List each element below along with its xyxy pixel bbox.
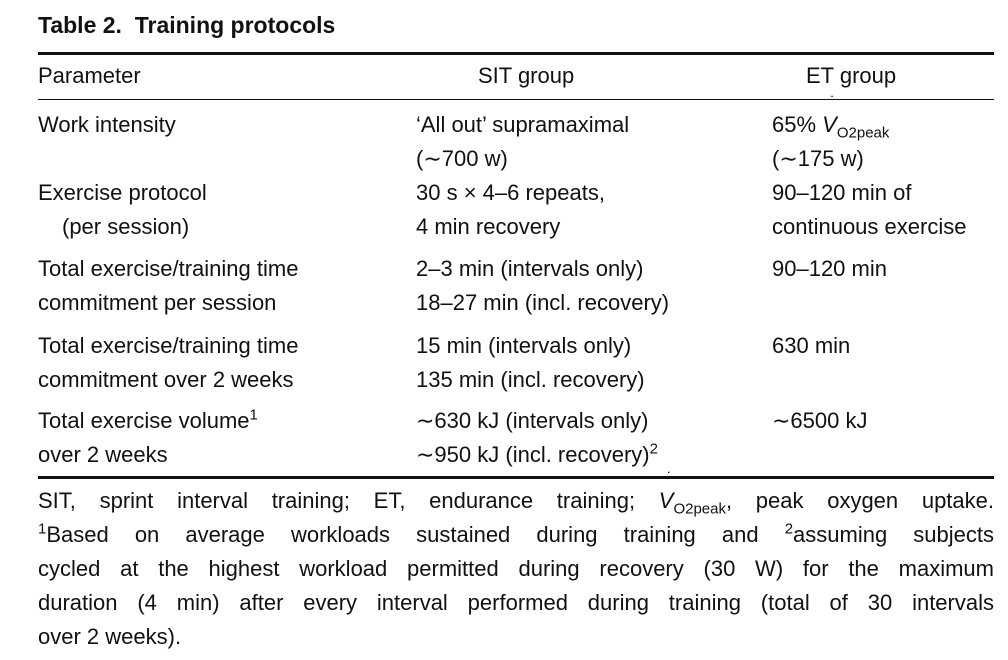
row-volume-et: ∼6500 kJ xyxy=(772,408,868,433)
row-work-intensity-sit: ‘All out’ supramaximal (∼700 w) xyxy=(416,112,630,171)
row-work-intensity-et: 65% V ˙ O2peak (∼175 w) xyxy=(772,94,890,172)
header-et-group: ET group xyxy=(806,63,897,88)
row-time-per-session-param: Total exercise/training time commitment … xyxy=(38,256,299,315)
header-rule xyxy=(38,99,994,101)
vo2-dot: ˙ xyxy=(830,94,836,111)
table-footnote: SIT, sprint interval training; ET, endur… xyxy=(38,470,995,650)
footnote-ref-2: 2 xyxy=(649,440,658,458)
table-figure: Table 2. Training protocols Parameter SI… xyxy=(38,0,994,660)
row-time-per-session-et: 90–120 min xyxy=(772,256,887,281)
vo2-dot: ˙ xyxy=(666,470,673,487)
vo2-symbol: V xyxy=(822,112,837,137)
row-time-2-weeks-param: Total exercise/training time commitment … xyxy=(38,333,299,392)
row-exercise-protocol-et: 90–120 min of continuous exercise xyxy=(772,180,967,239)
vo2-symbol: V xyxy=(658,488,674,513)
row-exercise-protocol-param: Exercise protocol (per session) xyxy=(38,180,207,239)
table-title: Table 2. Training protocols xyxy=(38,12,336,38)
row-volume-param: Total exercise volume1 over 2 weeks xyxy=(38,406,258,467)
row-exercise-protocol-sit: 30 s × 4–6 repeats, 4 min recovery xyxy=(416,180,605,239)
header-parameter: Parameter xyxy=(38,63,141,88)
row-time-2-weeks-et: 630 min xyxy=(772,333,851,358)
top-rule xyxy=(38,52,994,55)
bottom-rule xyxy=(38,476,994,479)
footnote-ref-1: 1 xyxy=(249,406,258,424)
row-time-2-weeks-sit: 15 min (intervals only) 135 min (incl. r… xyxy=(416,333,645,392)
header-sit-group: SIT group xyxy=(478,63,575,88)
row-work-intensity-param: Work intensity xyxy=(38,112,176,137)
row-time-per-session-sit: 2–3 min (intervals only) 18–27 min (incl… xyxy=(416,256,670,315)
row-volume-sit: ∼630 kJ (intervals only) ∼950 kJ (incl. … xyxy=(416,408,658,467)
